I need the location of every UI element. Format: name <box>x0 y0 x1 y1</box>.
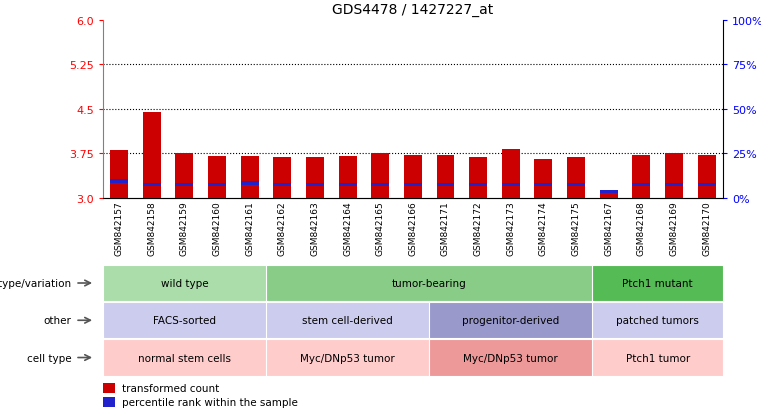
Bar <box>534 184 552 187</box>
Bar <box>404 184 422 187</box>
Bar <box>273 184 291 187</box>
Bar <box>240 157 259 198</box>
Bar <box>273 158 291 198</box>
FancyBboxPatch shape <box>592 302 723 339</box>
FancyBboxPatch shape <box>266 265 592 301</box>
Bar <box>306 184 324 187</box>
Text: other: other <box>43 316 72 325</box>
Text: patched tumors: patched tumors <box>616 316 699 325</box>
Bar <box>110 151 128 198</box>
Bar <box>501 150 520 198</box>
FancyBboxPatch shape <box>103 265 266 301</box>
Bar <box>208 184 226 187</box>
Text: transformed count: transformed count <box>122 383 219 393</box>
Bar <box>306 158 324 198</box>
Bar <box>175 184 193 187</box>
Text: Myc/DNp53 tumor: Myc/DNp53 tumor <box>463 353 558 363</box>
Bar <box>665 184 683 187</box>
Text: Ptch1 mutant: Ptch1 mutant <box>622 278 693 288</box>
Bar <box>469 158 487 198</box>
Text: tumor-bearing: tumor-bearing <box>392 278 466 288</box>
Bar <box>371 184 389 187</box>
Bar <box>208 157 226 198</box>
FancyBboxPatch shape <box>429 302 592 339</box>
Bar <box>103 383 115 393</box>
Bar <box>469 184 487 187</box>
Bar <box>175 154 193 198</box>
Bar <box>501 184 520 187</box>
Title: GDS4478 / 1427227_at: GDS4478 / 1427227_at <box>333 3 493 17</box>
FancyBboxPatch shape <box>592 265 723 301</box>
Bar <box>437 156 454 198</box>
Bar <box>632 184 651 187</box>
FancyBboxPatch shape <box>103 302 266 339</box>
Text: wild type: wild type <box>161 278 209 288</box>
Bar <box>534 160 552 198</box>
Bar <box>698 156 715 198</box>
Bar <box>143 112 161 198</box>
Text: cell type: cell type <box>27 353 72 363</box>
Text: Myc/DNp53 tumor: Myc/DNp53 tumor <box>300 353 395 363</box>
FancyBboxPatch shape <box>592 339 723 376</box>
Text: stem cell-derived: stem cell-derived <box>302 316 393 325</box>
FancyBboxPatch shape <box>103 339 266 376</box>
Bar <box>339 184 357 187</box>
Text: percentile rank within the sample: percentile rank within the sample <box>122 398 298 408</box>
Bar <box>567 184 585 187</box>
Bar <box>698 184 715 187</box>
Text: progenitor-derived: progenitor-derived <box>462 316 559 325</box>
Bar <box>404 156 422 198</box>
Bar <box>240 182 259 185</box>
Bar <box>110 180 128 183</box>
Text: normal stem cells: normal stem cells <box>138 353 231 363</box>
FancyBboxPatch shape <box>429 339 592 376</box>
Bar <box>143 184 161 187</box>
Text: Ptch1 tumor: Ptch1 tumor <box>626 353 689 363</box>
FancyBboxPatch shape <box>266 302 429 339</box>
Bar <box>371 154 389 198</box>
Text: FACS-sorted: FACS-sorted <box>153 316 216 325</box>
Bar <box>600 191 618 194</box>
Bar <box>665 154 683 198</box>
FancyBboxPatch shape <box>266 339 429 376</box>
Bar <box>103 397 115 407</box>
Bar <box>600 190 618 198</box>
Bar <box>567 158 585 198</box>
Text: genotype/variation: genotype/variation <box>0 278 72 288</box>
Bar <box>632 156 651 198</box>
Bar <box>437 184 454 187</box>
Bar <box>339 157 357 198</box>
